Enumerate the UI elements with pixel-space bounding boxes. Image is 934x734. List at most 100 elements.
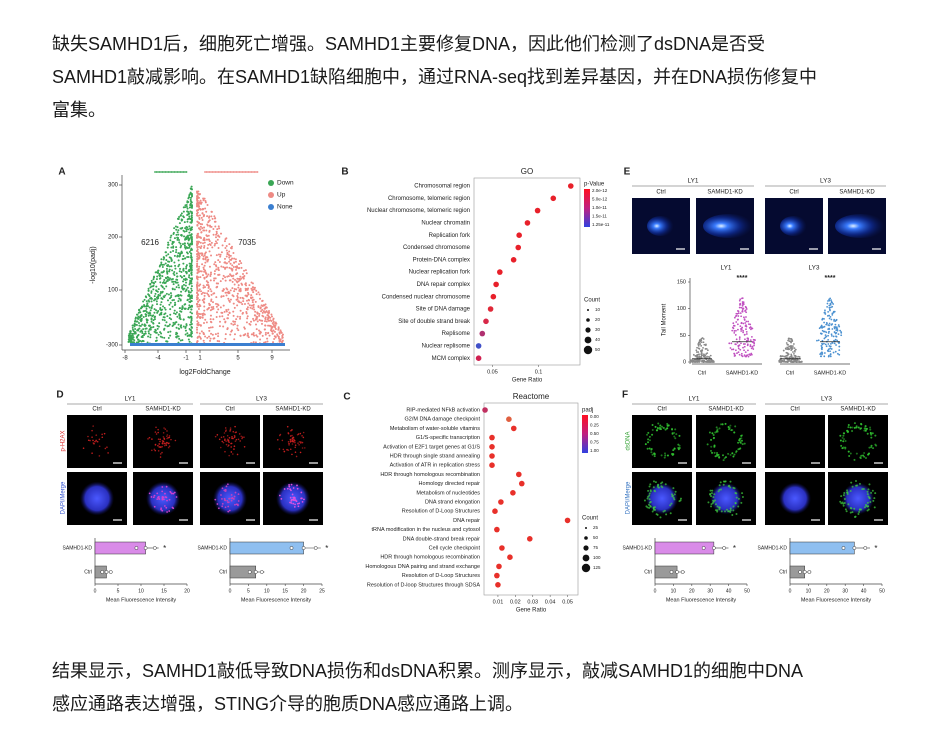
- volcano-point: [188, 225, 191, 228]
- tail-point: [747, 349, 749, 352]
- volcano-point: [157, 171, 159, 173]
- volcano-point: [154, 171, 156, 173]
- volcano-point: [201, 291, 204, 294]
- volcano-point: [202, 258, 205, 261]
- volcano-point: [170, 171, 173, 173]
- volcano-point: [169, 334, 172, 337]
- tail-point: [820, 332, 823, 335]
- tail-point: [743, 333, 746, 336]
- focus: [302, 436, 305, 439]
- volcano-point: [173, 171, 176, 173]
- category-label: SAMHD1-KD: [758, 545, 788, 551]
- volcano-point: [199, 324, 202, 327]
- volcano-point: [218, 325, 221, 328]
- volcano-point: [173, 288, 176, 291]
- volcano-point: [161, 318, 164, 321]
- volcano-point: [261, 308, 264, 311]
- volcano-point: [220, 295, 223, 298]
- volcano-point: [266, 340, 269, 343]
- volcano-point: [190, 282, 193, 285]
- volcano-point: [230, 275, 233, 278]
- tick-label: 20: [689, 588, 695, 594]
- volcano-point: [213, 171, 215, 173]
- row-label: dsDNA: [626, 431, 632, 450]
- tail-point: [793, 349, 796, 352]
- volcano-point: [202, 321, 205, 324]
- volcano-point: [217, 335, 220, 338]
- tick-label: 0.01: [493, 599, 504, 605]
- volcano-point: [172, 233, 175, 236]
- tail-point: [697, 360, 700, 362]
- focus: [849, 452, 852, 455]
- volcano-point: [219, 320, 222, 323]
- tail-point: [828, 306, 831, 309]
- volcano-point: [182, 269, 185, 272]
- volcano-point: [165, 267, 168, 270]
- volcano-point: [208, 250, 211, 253]
- legend-tick: 30: [595, 327, 601, 332]
- focus: [659, 516, 662, 519]
- replicate: [134, 546, 139, 550]
- tail-point: [737, 351, 740, 354]
- volcano-point: [256, 335, 259, 338]
- term-label: Condensed nuclear chromosome: [382, 294, 471, 300]
- replicate: [289, 546, 294, 550]
- volcano-point: [227, 308, 230, 311]
- volcano-point: [237, 300, 240, 303]
- focus: [291, 453, 293, 456]
- volcano-point: [237, 329, 240, 332]
- volcano-point: [147, 299, 150, 302]
- volcano-point: [150, 279, 153, 282]
- volcano-point: [165, 285, 168, 288]
- tick-label: 5: [247, 588, 250, 594]
- volcano-point: [212, 233, 215, 236]
- focus: [229, 428, 232, 431]
- volcano-point: [203, 226, 206, 229]
- tail-point: [702, 361, 705, 363]
- volcano-point: [166, 340, 169, 343]
- focus: [672, 449, 675, 452]
- volcano-point: [161, 308, 164, 311]
- dot: [482, 407, 488, 413]
- tail-point: [825, 323, 828, 326]
- condition-label: SAMHD1-KD: [145, 407, 181, 413]
- focus: [844, 440, 847, 443]
- volcano-point: [279, 338, 282, 341]
- tail-point: [746, 344, 749, 347]
- volcano-point: [175, 326, 178, 329]
- volcano-point: [159, 308, 162, 311]
- volcano-point: [190, 335, 193, 338]
- volcano-point: [190, 242, 193, 245]
- axis-label: -log10(padj): [90, 246, 97, 283]
- tail-point: [744, 309, 747, 312]
- focus: [226, 499, 229, 502]
- volcano-point: [197, 307, 200, 310]
- tail-point: [696, 354, 699, 357]
- volcano-point: [213, 337, 216, 340]
- panel-label: F: [622, 390, 628, 401]
- tail-point: [786, 352, 789, 355]
- volcano-point: [196, 249, 199, 252]
- tail-point: [836, 329, 839, 332]
- volcano-point: [160, 263, 163, 266]
- volcano-point: [173, 309, 176, 312]
- volcano-point: [159, 331, 162, 334]
- tail-point: [833, 327, 836, 330]
- volcano-point: [219, 253, 222, 256]
- term-label: HDR through single strand annealing: [390, 453, 480, 459]
- focus: [646, 433, 649, 436]
- volcano-point: [209, 318, 212, 321]
- tail-point: [791, 340, 794, 342]
- volcano-point: [225, 237, 228, 240]
- tick-label: 50: [879, 588, 885, 594]
- focus: [228, 454, 230, 457]
- focus: [166, 435, 168, 438]
- tick-label: 5: [236, 356, 240, 362]
- focus: [651, 510, 654, 513]
- focus: [648, 447, 651, 450]
- tail-point: [740, 306, 743, 309]
- volcano-point: [139, 311, 142, 314]
- volcano-point: [190, 237, 193, 240]
- focus: [157, 495, 160, 498]
- focus: [214, 498, 217, 501]
